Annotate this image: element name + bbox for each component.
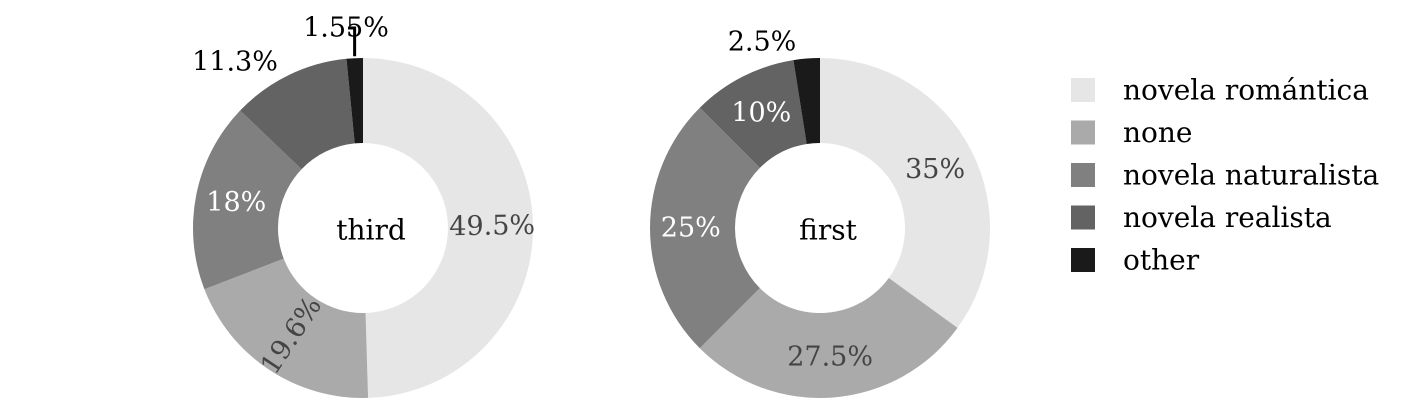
percent-label-third-other: 1.55% <box>303 13 389 44</box>
donut-chart-third: 49.5%19.6%18%11.3%1.55%third <box>192 13 535 398</box>
legend-label-none: none <box>1123 116 1193 149</box>
slice-first-novela-realista <box>699 60 807 168</box>
slice-first-other <box>793 58 820 145</box>
slice-third-novela-romantica <box>363 58 534 398</box>
percent-label-first-none: 27.5% <box>787 341 873 372</box>
slice-third-other <box>346 58 363 144</box>
center-label-third: third <box>336 214 406 247</box>
slice-first-novela-naturalista <box>649 107 760 349</box>
center-label-first: first <box>799 214 857 247</box>
legend: novela romántica none novela naturalista no… <box>1071 74 1379 277</box>
percent-label-third-novela-romantica: 49.5% <box>449 210 535 242</box>
legend-label-novela-naturalista: novela naturalista <box>1123 159 1379 192</box>
legend-label-novela-realista: novela realista <box>1123 201 1332 234</box>
percent-label-first-other: 2.5% <box>728 27 797 58</box>
percent-label-first-novela-naturalista: 25% <box>661 213 721 244</box>
legend-swatch-other <box>1071 248 1095 272</box>
percent-label-third-novela-naturalista: 18% <box>206 187 266 218</box>
legend-swatch-novela-realista <box>1071 205 1095 230</box>
percent-label-first-novela-romantica: 35% <box>905 154 965 185</box>
donut-chart-first: 35% 27.5% 25% 10% 2.5% first <box>649 27 990 398</box>
legend-swatch-novela-naturalista <box>1071 163 1095 187</box>
slice-third-novela-naturalista <box>193 110 302 290</box>
legend-label-novela-romantica: novela romántica <box>1123 74 1369 107</box>
percent-label-first-novela-realista: 10% <box>731 97 791 128</box>
slice-third-novela-realista <box>240 58 355 170</box>
legend-swatch-none <box>1071 120 1095 145</box>
percent-label-third-novela-realista: 11.3% <box>192 47 278 78</box>
legend-swatch-novela-romantica <box>1071 78 1095 102</box>
leader-line-third-other <box>348 26 357 57</box>
slice-third-none <box>204 258 369 398</box>
slice-first-none <box>699 277 958 398</box>
legend-label-other: other <box>1123 244 1200 277</box>
slice-first-novela-romantica <box>820 58 990 328</box>
